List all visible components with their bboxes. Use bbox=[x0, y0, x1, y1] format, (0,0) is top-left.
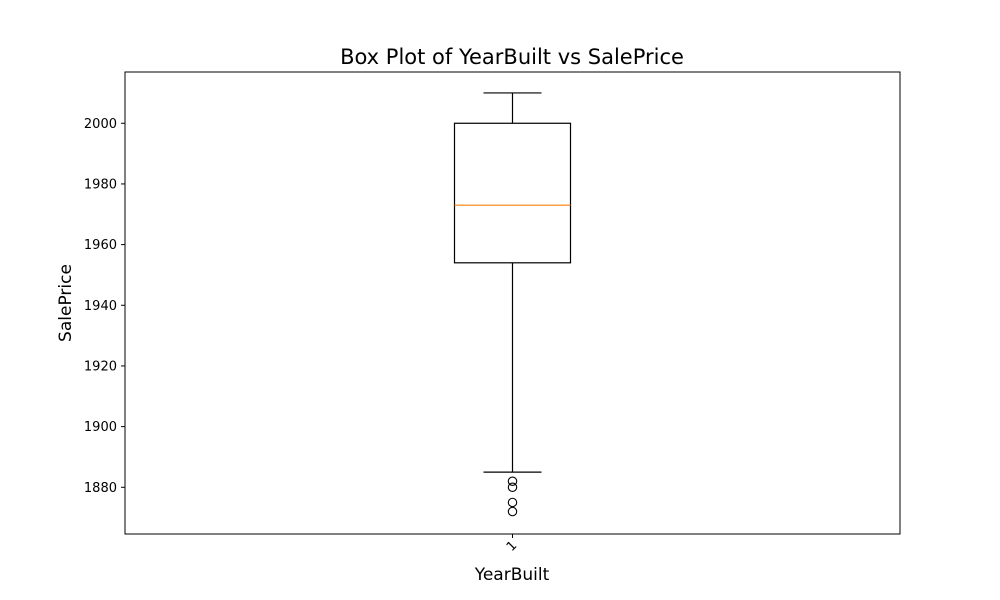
y-tick-label: 1880 bbox=[84, 481, 117, 496]
y-tick-label: 1920 bbox=[84, 359, 117, 374]
axes-frame bbox=[124, 71, 901, 535]
y-axis-label: SalePrice bbox=[56, 264, 76, 342]
y-tick-label: 1960 bbox=[84, 238, 117, 253]
outlier-point bbox=[507, 497, 518, 508]
y-tick-label: 2000 bbox=[84, 117, 117, 132]
outlier-point bbox=[507, 482, 518, 493]
y-tick-label: 1940 bbox=[84, 299, 117, 314]
x-tick-label: 1 bbox=[504, 538, 520, 554]
outlier-point bbox=[507, 476, 518, 486]
x-axis-label: YearBuilt bbox=[474, 565, 550, 585]
y-tick-label: 1900 bbox=[84, 420, 117, 435]
chart-title: Box Plot of YearBuilt vs SalePrice bbox=[340, 45, 684, 69]
iqr-box bbox=[453, 122, 572, 264]
y-tick-label: 1980 bbox=[84, 177, 117, 192]
outlier-point bbox=[507, 506, 518, 517]
plot-area: 1880 1900 1920 1940 1960 1980 2000 1 bbox=[84, 92, 572, 555]
